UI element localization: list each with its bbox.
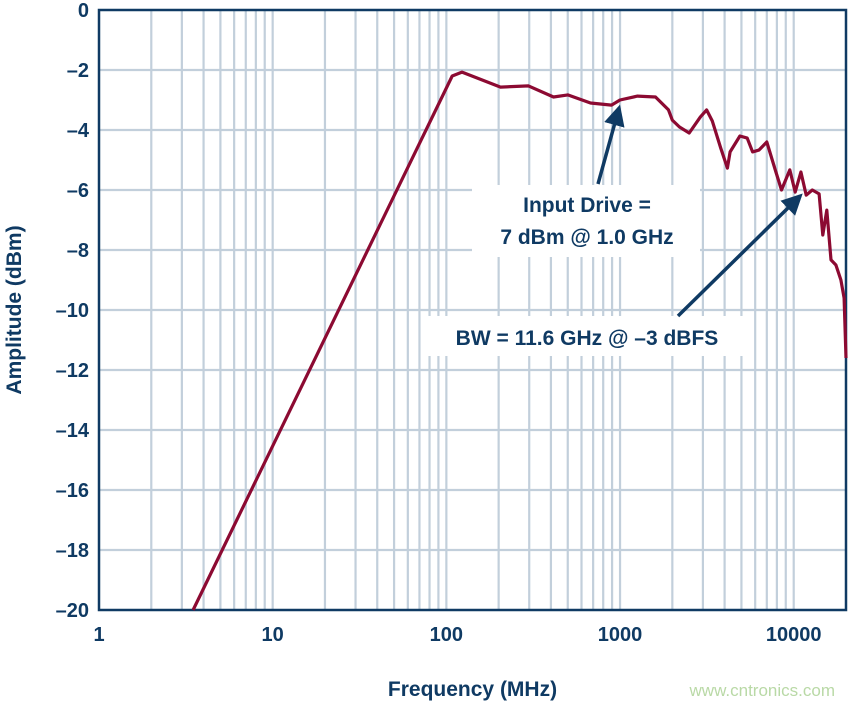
- x-tick-label: 100: [430, 624, 463, 646]
- y-tick-label: –6: [67, 180, 89, 202]
- y-tick-label: –8: [67, 240, 89, 262]
- y-tick-label: –14: [56, 420, 90, 442]
- x-tick-label: 10: [262, 624, 284, 646]
- y-tick-label: –10: [56, 300, 89, 322]
- annotation-text: Input Drive =: [523, 194, 651, 217]
- y-tick-label: –2: [67, 60, 89, 82]
- x-tick-label: 1: [93, 624, 104, 646]
- y-tick-label: –4: [67, 120, 90, 142]
- annotation-text: BW = 11.6 GHz @ –3 dBFS: [456, 327, 719, 350]
- x-tick-label: 1000: [598, 624, 643, 646]
- y-tick-label: 0: [78, 0, 89, 22]
- series-line: [191, 70, 848, 611]
- y-tick-label: –20: [56, 600, 89, 622]
- annotation-bg: [472, 185, 700, 257]
- annotation-bg: [424, 316, 750, 356]
- x-axis-label: Frequency (MHz): [388, 678, 557, 701]
- watermark: www.cntronics.com: [689, 681, 835, 700]
- y-tick-label: –16: [56, 480, 89, 502]
- annotation-arrow: [596, 104, 625, 185]
- annotation-arrow: [676, 193, 803, 318]
- y-tick-label: –12: [56, 360, 89, 382]
- y-axis-label: Amplitude (dBm): [3, 225, 26, 394]
- x-tick-label: 10000: [766, 624, 822, 646]
- annotation-text: 7 dBm @ 1.0 GHz: [500, 226, 673, 249]
- y-tick-label: –18: [56, 540, 89, 562]
